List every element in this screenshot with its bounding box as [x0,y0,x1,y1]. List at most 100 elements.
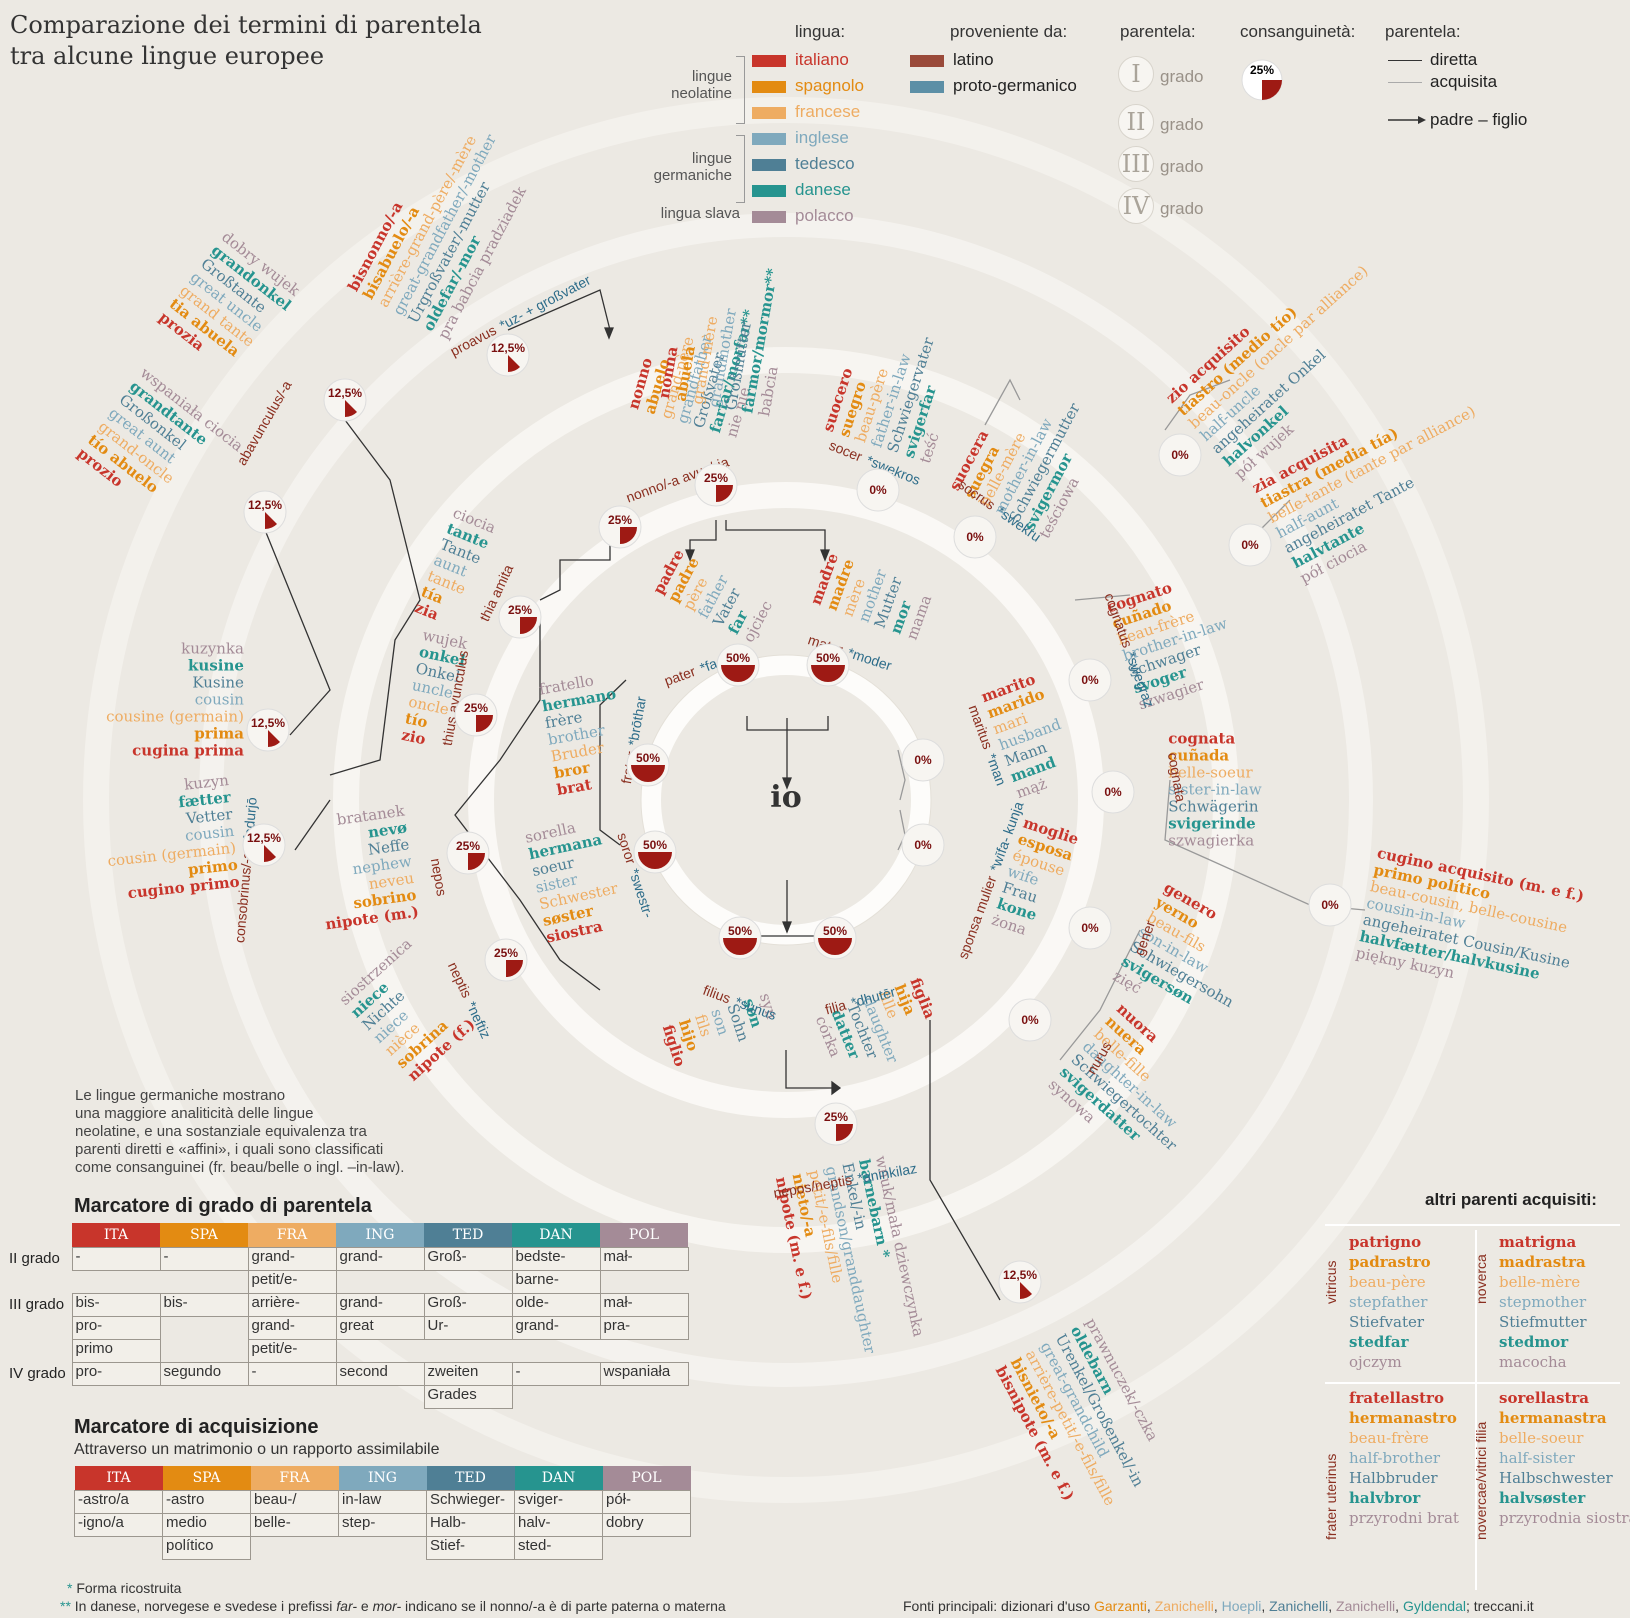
swatch-icon [752,132,786,145]
node-wedge [1020,1282,1033,1299]
consanguinity-node: 0% [1068,906,1112,950]
table-cell [160,1317,248,1340]
legend-language-1: spagnolo [752,76,864,96]
legend-consanguinity-pie: 25% [1241,59,1283,101]
node-percent: 12,5% [248,498,282,512]
table-cell: segundo [159,1362,249,1386]
table-cell [424,1271,512,1294]
term-tedesco: Halbschwester [1499,1469,1613,1487]
asterisk-icon: * [67,1580,73,1596]
grade-label: grado [1160,157,1204,176]
latin-root: novercae/vitrici filia [1473,1421,1489,1540]
node-percent: 0% [1171,448,1189,462]
grade-label: grado [1160,115,1204,134]
legend-arrow-label: padre – figlio [1430,110,1528,129]
center-label: io [770,780,802,815]
consanguinity-node: 25% [694,463,738,507]
column-header: POL [602,1466,691,1491]
cluster-cognata: cognata cuñada belle-soeur sister-in-law Sch… [1168,730,1261,850]
consanguinity-node: 0% [1158,433,1202,477]
table-row: primo petit/e- [6,1339,688,1363]
other-acquired-panel: altri parenti acquisiti: vitricus patrign… [1323,1190,1630,1590]
cluster-cugina: kuzynka kusine Kusine cousin cousine (germai… [106,640,244,760]
term-spagnolo: hermanastro [1349,1409,1457,1427]
column-header: ITA [74,1466,163,1491]
term-spagnolo: padrastro [1349,1253,1431,1271]
table-cell: grand- [335,1293,425,1317]
consanguinity-node: 0% [901,738,945,782]
term-polacco: przyrodnia siostra [1499,1509,1630,1527]
consanguinity-node: 25% [484,938,528,982]
table-row: II grado - - grand-grand- Groß-bedste-mał- [6,1247,689,1271]
table-cell [160,1340,248,1363]
legend-language-0: italiano [752,50,849,70]
consanguinity-node: 12,5% [246,708,290,752]
legend-group-germaniche: lingue germaniche [653,150,732,184]
column-header: ITA [72,1223,160,1248]
consanguinity-node: 0% [1308,883,1352,927]
swatch-icon [752,54,786,67]
arrow-icon [1388,116,1426,124]
column-header: DAN [514,1466,603,1491]
node-percent: 50% [636,751,660,765]
table-cell [251,1537,339,1560]
legend-language-2: francese [752,102,860,122]
term-francese: belle-soeur [1499,1429,1584,1447]
marker-table: ITA SPA FRA ING TED DAN POL II grado - - grand-gra… [6,1223,689,1409]
column-header: FRA [250,1466,339,1491]
term-tedesco: Halbbruder [1349,1469,1438,1487]
node-halo [1091,770,1135,814]
consanguinity-node: 25% [454,693,498,737]
node-wedge [716,485,733,502]
footnote-two: ** In danese, norvegese e svedese i pref… [60,1598,726,1614]
consanguinity-node: 0% [1008,998,1052,1042]
node-wedge [638,852,672,869]
source-separator: , [1395,1598,1403,1614]
legend-consanguinity-value: 25% [1250,63,1274,77]
term-danese: halvbror [1349,1489,1421,1507]
term-inglese: stepmother [1499,1293,1587,1311]
node-halo [901,823,945,867]
footnote-two-far: far- [336,1598,358,1614]
node-percent: 50% [728,924,752,938]
node-halo [1068,906,1112,950]
term-inglese: half-sister [1499,1449,1575,1467]
table-cell [600,1340,688,1363]
node-percent: 25% [704,471,728,485]
term-inglese: half-brother [1349,1449,1441,1467]
source-separator: , [1328,1598,1337,1614]
marker-table: ITA SPA FRA ING TED DAN POL -astro/a -astro beau-… [74,1466,691,1560]
node-percent: 0% [914,753,932,767]
consanguinity-node: 50% [806,643,850,687]
term-francese: belle-soeur [1168,763,1253,782]
legend-direct-line [1388,60,1422,61]
term-polacco: macocha [1499,1353,1567,1371]
other-acquired-divider-top [1325,1224,1620,1226]
node-wedge [508,355,521,372]
table-cell: petit/e- [247,1339,337,1363]
legend-acquired-line [1388,82,1422,83]
consanguinity-node: 50% [626,743,670,787]
legend-line-heading: parentela: [1385,22,1461,41]
table-cell [72,1271,160,1294]
legend-grade-1: II grado [1118,104,1203,140]
grade-label: grado [1160,67,1204,86]
consanguinity-node: 25% [446,831,490,875]
latin-root: frater uterinus [1323,1453,1339,1540]
node-wedge [836,1124,853,1141]
column-header: FRA [248,1223,336,1248]
table-header-row: ITA SPA FRA ING TED DAN POL [6,1223,688,1248]
node-percent: 0% [914,838,932,852]
table-cell: bedste- [511,1247,601,1271]
table-cell: - [71,1247,161,1271]
acq-marker-subtitle: Attraverso un matrimonio o un rapporto a… [74,1441,440,1458]
legend-language-label: polacco [795,206,854,225]
sources-line: Fonti principali: dizionari d'uso Garzan… [903,1598,1534,1614]
table-cell: - [511,1362,601,1386]
other-acquired-title: altri parenti acquisiti: [1425,1190,1597,1209]
node-wedge [721,665,755,682]
latin-root: vitricus [1323,1260,1339,1304]
table-cell: pra- [599,1316,689,1340]
term-tedesco: Stiefmutter [1499,1313,1587,1331]
